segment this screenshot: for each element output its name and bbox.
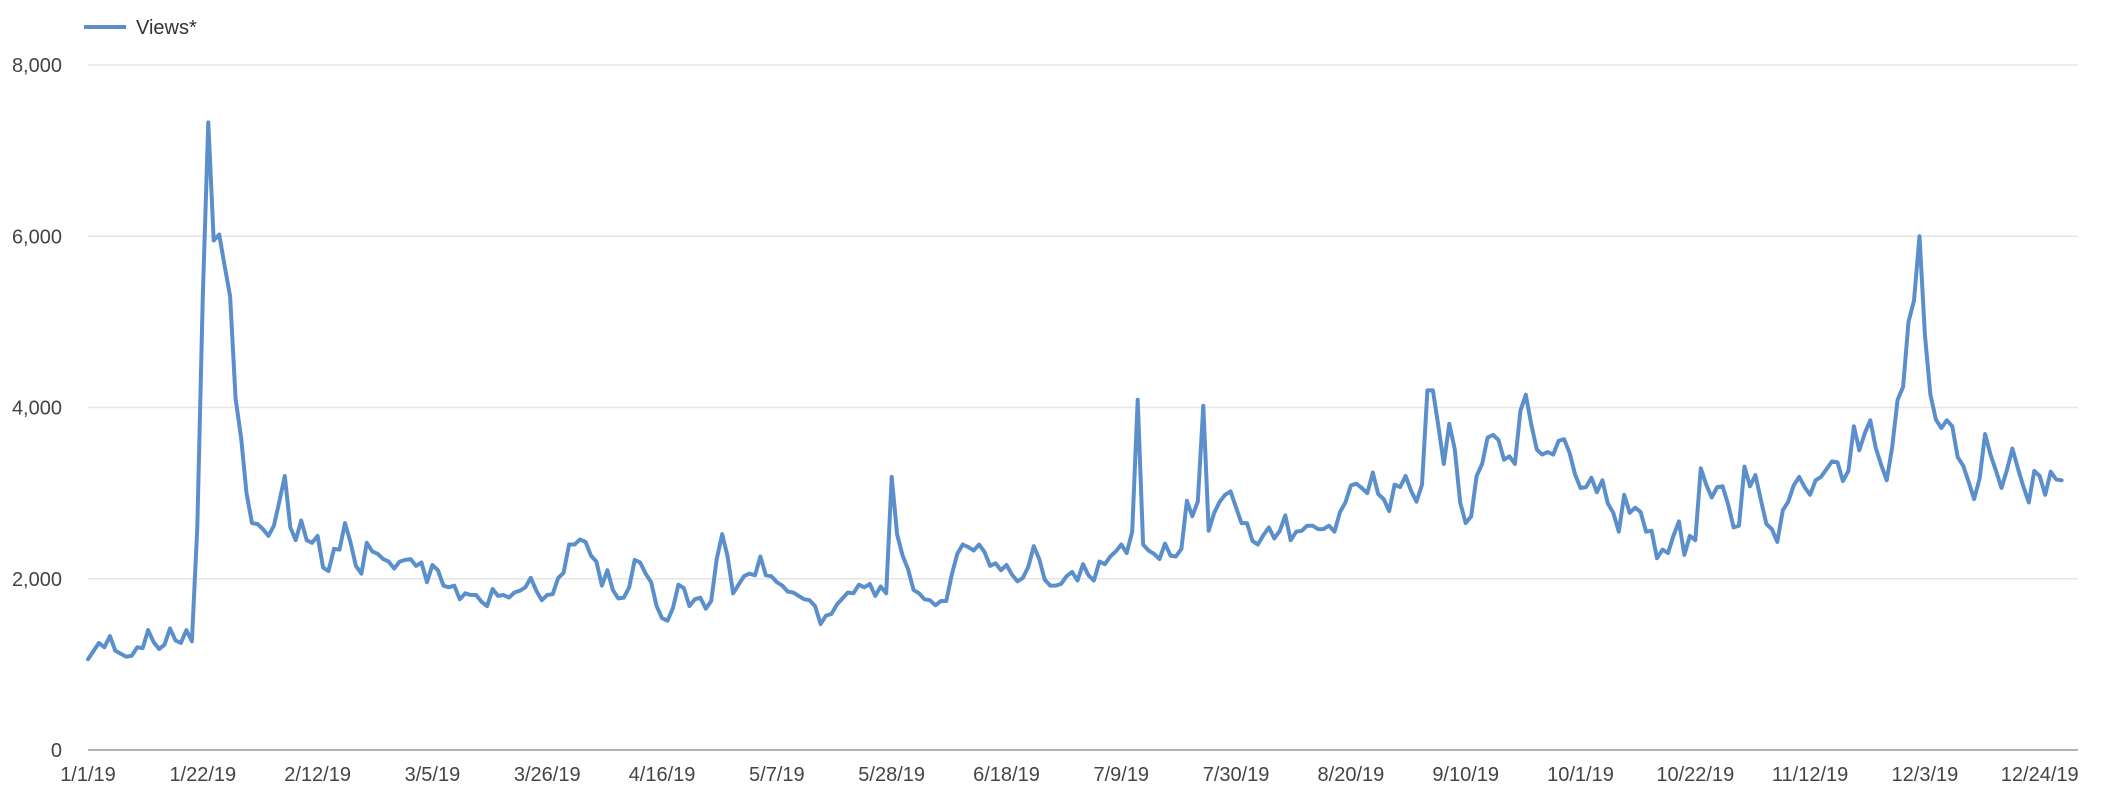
x-tick-label: 12/24/19 — [2001, 764, 2079, 786]
legend-label-views: Views* — [136, 17, 197, 39]
x-axis-ticks: 1/1/19 1/22/19 2/12/19 3/5/19 3/26/19 4/16/19… — [60, 764, 2078, 786]
grid-lines — [88, 64, 2078, 580]
x-tick-label: 4/16/19 — [629, 764, 696, 786]
x-tick-label: 5/7/19 — [749, 764, 805, 786]
x-tick-label: 3/5/19 — [405, 764, 461, 786]
y-tick-label: 4,000 — [12, 398, 62, 420]
x-tick-label: 5/28/19 — [858, 764, 925, 786]
x-tick-label: 2/12/19 — [284, 764, 351, 786]
x-tick-label: 7/30/19 — [1203, 764, 1270, 786]
y-tick-label: 8,000 — [12, 55, 62, 77]
x-tick-label: 10/22/19 — [1656, 764, 1734, 786]
x-tick-label: 6/18/19 — [973, 764, 1040, 786]
legend: Views* — [84, 17, 197, 39]
y-tick-label: 0 — [51, 740, 62, 762]
y-tick-label: 6,000 — [12, 226, 62, 248]
x-tick-label: 1/1/19 — [60, 764, 116, 786]
x-tick-label: 8/20/19 — [1318, 764, 1385, 786]
y-axis-ticks: 0 2,000 4,000 6,000 8,000 — [12, 55, 62, 762]
x-tick-label: 12/3/19 — [1892, 764, 1959, 786]
x-tick-label: 11/12/19 — [1772, 764, 1848, 786]
x-tick-label: 3/26/19 — [514, 764, 581, 786]
x-tick-label: 10/1/19 — [1547, 764, 1614, 786]
y-tick-label: 2,000 — [12, 569, 62, 591]
x-tick-label: 9/10/19 — [1432, 764, 1499, 786]
x-tick-label: 1/22/19 — [169, 764, 236, 786]
series-line-views — [86, 120, 2064, 662]
x-tick-label: 7/9/19 — [1093, 764, 1149, 786]
